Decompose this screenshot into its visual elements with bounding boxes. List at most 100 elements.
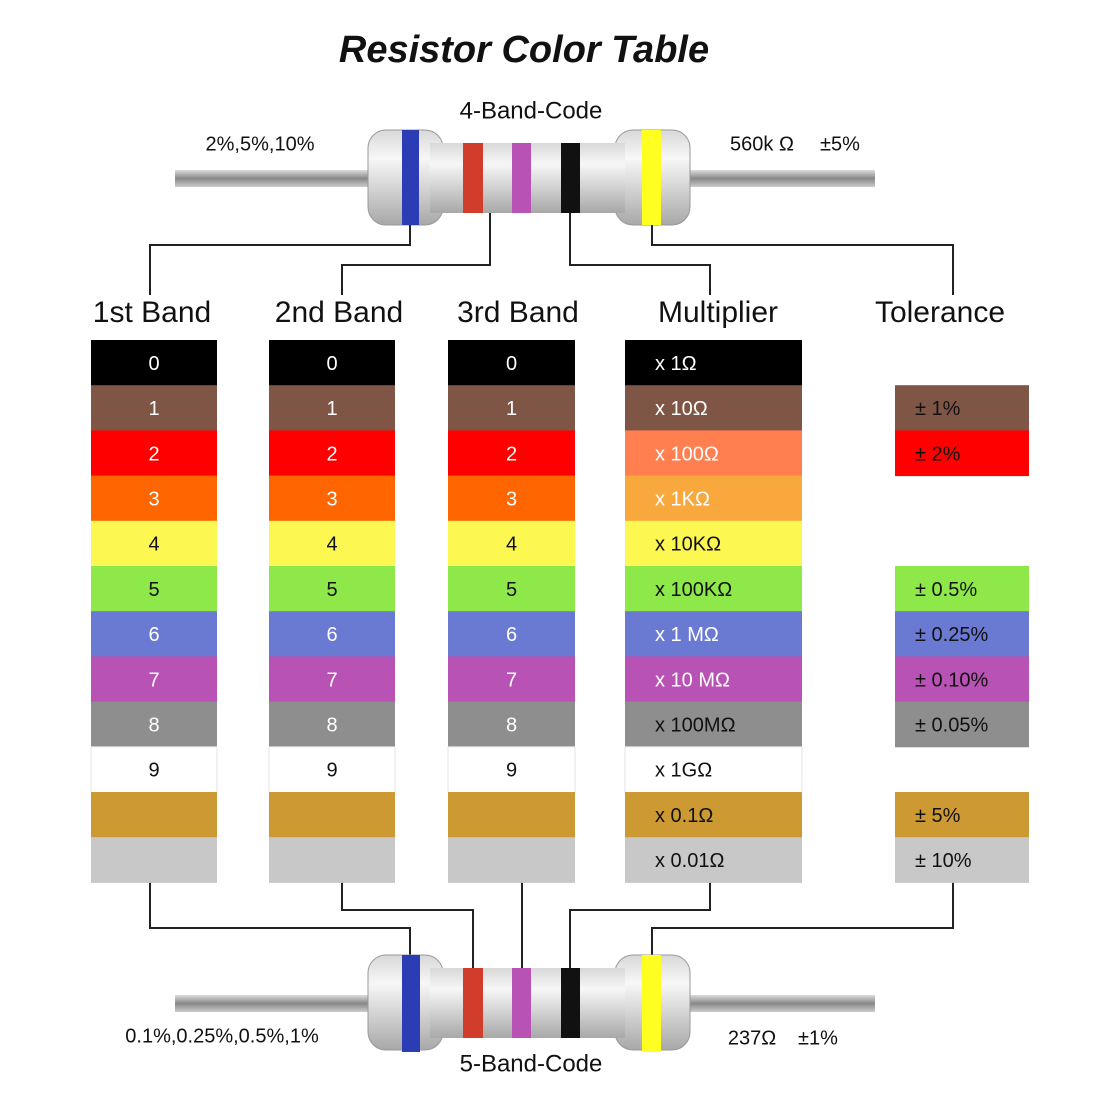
color-cell [269, 792, 395, 838]
cell-label: 9 [148, 760, 159, 782]
example-value: 560k Ω [730, 133, 794, 155]
color-cell [625, 656, 802, 703]
cell-label: 8 [506, 714, 517, 736]
cell-label: ± 0.05% [915, 714, 988, 736]
cell-label: 4 [148, 534, 159, 556]
color-cell [448, 837, 575, 883]
column-header: Tolerance [875, 296, 1005, 329]
color-cell [895, 430, 1029, 477]
color-cell [91, 611, 217, 657]
color-cell [447, 746, 576, 793]
color-cell [895, 792, 1029, 838]
color-cell [91, 520, 217, 567]
cell-label: 2 [148, 443, 159, 465]
color-cell [625, 475, 802, 522]
cell-label: 6 [148, 624, 159, 646]
color-cell [448, 385, 575, 431]
tolerance-list: 0.1%,0.25%,0.5%,1% [125, 1025, 319, 1047]
color-cell [448, 520, 575, 567]
color-cell [448, 430, 575, 477]
cell-label: x 0.1Ω [655, 805, 713, 827]
color-cell [448, 611, 575, 657]
color-cell [625, 611, 802, 657]
color-cell [448, 475, 575, 522]
cell-label: ± 1% [915, 398, 961, 420]
color-cell [91, 837, 217, 883]
cell-label: 8 [148, 714, 159, 736]
example-value: 237Ω [728, 1027, 776, 1049]
color-cell [91, 656, 217, 703]
cell-label: 6 [326, 624, 337, 646]
column-header: 1st Band [93, 296, 211, 329]
color-cell [268, 746, 396, 793]
color-cell [269, 430, 395, 477]
column-header: 3rd Band [457, 296, 579, 329]
cell-label: x 10Ω [655, 398, 708, 420]
color-cell [895, 611, 1029, 657]
color-cell [269, 475, 395, 522]
cell-label: ± 5% [915, 805, 961, 827]
cell-label: 3 [326, 488, 337, 510]
cell-label: 0 [148, 353, 159, 375]
color-cell [448, 792, 575, 838]
cell-label: 6 [506, 624, 517, 646]
cell-label: 0 [506, 353, 517, 375]
cell-label: 8 [326, 714, 337, 736]
color-cell [625, 520, 802, 567]
cell-label: 7 [326, 669, 337, 691]
color-cell [895, 656, 1029, 703]
color-cell [91, 430, 217, 477]
cell-label: 2 [326, 443, 337, 465]
column-header: 2nd Band [275, 296, 403, 329]
cell-label: 5 [326, 579, 337, 601]
color-cell [448, 566, 575, 612]
tolerance-list: 2%,5%,10% [206, 133, 315, 155]
color-cell [895, 566, 1029, 612]
resistor-5band [175, 954, 875, 1052]
color-cell [91, 340, 217, 386]
cell-label: ± 0.5% [915, 579, 977, 601]
cell-label: 5 [506, 579, 517, 601]
example-tolerance: ±5% [820, 133, 860, 155]
color-cell [269, 566, 395, 612]
cell-label: x 0.01Ω [655, 850, 724, 872]
cell-label: x 1GΩ [655, 760, 712, 782]
cell-label: ± 10% [915, 850, 972, 872]
cell-label: ± 2% [915, 443, 961, 465]
cell-label: x 1Ω [655, 353, 697, 375]
color-cell [269, 340, 395, 386]
cell-label: x 100Ω [655, 443, 719, 465]
color-cell [625, 385, 802, 431]
color-cell [625, 340, 802, 386]
color-cell [625, 430, 802, 477]
color-cell [895, 701, 1029, 748]
cell-label: ± 0.25% [915, 624, 988, 646]
color-cell [91, 475, 217, 522]
color-cell [269, 611, 395, 657]
cell-label: 5 [148, 579, 159, 601]
example-tolerance: ±1% [798, 1027, 838, 1049]
cell-label: ± 0.10% [915, 669, 988, 691]
color-cell [269, 385, 395, 431]
cell-label: 7 [506, 669, 517, 691]
color-cell [895, 385, 1029, 431]
color-cell [448, 656, 575, 703]
cell-label: x 100KΩ [655, 579, 732, 601]
cell-label: 1 [326, 398, 337, 420]
band-code-label: 5-Band-Code [460, 1050, 603, 1077]
connector [149, 882, 954, 968]
resistor-4band [175, 129, 875, 226]
color-cell [269, 701, 395, 748]
cell-label: x 1 MΩ [655, 624, 719, 646]
color-cell [624, 746, 803, 793]
cell-label: 4 [326, 534, 337, 556]
color-cell [625, 566, 802, 612]
cell-label: x 100MΩ [655, 714, 736, 736]
color-cell [91, 792, 217, 838]
color-cell [91, 566, 217, 612]
color-cell [448, 701, 575, 748]
column-header: Multiplier [658, 296, 778, 329]
title: Resistor Color Table [339, 29, 709, 71]
color-cell [91, 701, 217, 748]
